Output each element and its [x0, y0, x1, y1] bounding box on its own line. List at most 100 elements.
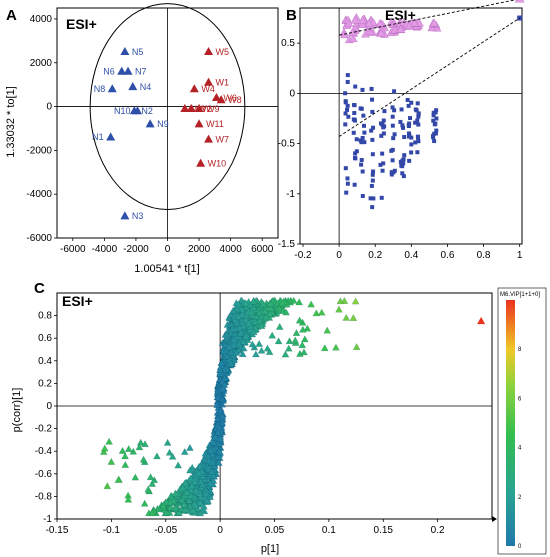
panel-c-point [296, 349, 304, 357]
panel-c-point [252, 350, 260, 358]
panel-c-point [291, 336, 300, 344]
panel-c-point [215, 439, 223, 447]
panel-c-point [140, 499, 149, 507]
panel-a-ylabel: 1.33032 * to[1] [5, 86, 17, 158]
panel-c-point [300, 348, 308, 356]
panel-b-xtick-label: -0.2 [294, 250, 312, 261]
panel-b-q2-point [434, 116, 439, 121]
panel-c-point [203, 496, 211, 504]
panel-b-r2-point [344, 18, 354, 27]
panel-c-ytick-label: -0.4 [35, 446, 53, 457]
panel-a-ytick-label: 4000 [30, 14, 53, 25]
panel-c-point [105, 437, 113, 445]
panel-c-xlabel: p[1] [261, 543, 279, 555]
panel-c-point [165, 448, 174, 456]
panel-a-point [194, 103, 204, 113]
panel-b-q2-point [380, 168, 385, 173]
panel-b-q2-point [361, 123, 366, 128]
panel-b-q2-point [392, 89, 397, 94]
panel-a-xtick-label: 0 [165, 244, 171, 255]
panel-b-q2-point [359, 106, 364, 111]
panel-c-point [204, 465, 213, 473]
panel-a-point [180, 103, 190, 113]
panel-b-r2-point [358, 19, 367, 28]
panel-c-point [148, 479, 157, 487]
panel-b-q2-point [389, 148, 394, 153]
panel-c-outlier-point [477, 316, 486, 325]
panel-c-point [163, 438, 172, 446]
panel-b-q2-point [407, 134, 412, 139]
panel-c-point [255, 339, 263, 347]
panel-a-point-label: W4 [201, 84, 215, 94]
colorbar-tick-label: 0 [518, 544, 522, 550]
panel-c-point [276, 305, 284, 313]
panel-a-ytick-label: 2000 [30, 58, 53, 69]
panel-a-point [128, 81, 138, 91]
panel-b-q2-point [353, 151, 358, 156]
panel-b-q2-point [360, 135, 365, 140]
panel-c-point [206, 446, 215, 454]
panel-b-q2-point [381, 118, 386, 123]
panel-c-point [214, 393, 223, 401]
panel-a-point-label: N7 [135, 67, 147, 77]
panel-c-ytick-label: 0.4 [38, 356, 52, 367]
panel-b-r2-point [429, 18, 439, 27]
panel-b-q2-point [413, 140, 418, 145]
panel-c-point [274, 337, 283, 345]
panel-c-point [298, 341, 307, 349]
panel-c-point [245, 319, 253, 327]
panel-c-point [239, 322, 248, 330]
panel-c-ytick-label: -0.6 [35, 469, 53, 480]
panel-c-point [215, 447, 223, 455]
panel-b-q2-point [390, 114, 395, 119]
panel-c-point [262, 313, 270, 321]
panel-c-point [266, 299, 275, 307]
panel-b-xtick-label: 0.6 [440, 250, 454, 261]
panel-b-q2-point [409, 142, 414, 147]
panel-a-label: A [6, 7, 17, 24]
panel-c-point [218, 385, 227, 393]
panel-c-point [202, 490, 210, 497]
panel-c-point [214, 458, 223, 466]
panel-c-point [181, 506, 189, 513]
panel-a-xlabel: 1.00541 * t[1] [134, 263, 199, 275]
panel-c-point [162, 508, 171, 516]
panel-a-point-label: W7 [216, 134, 230, 144]
panel-b-q2-point [370, 205, 375, 210]
panel-c-esi-label: ESI+ [62, 293, 93, 309]
panel-b-q2-point [352, 155, 357, 160]
panel-c-point [259, 300, 268, 308]
panel-c-point [233, 304, 242, 312]
panel-c-point [238, 350, 247, 358]
panel-c-point [114, 475, 123, 483]
panel-c-point [265, 309, 274, 317]
panel-c-point [190, 477, 199, 485]
panel-c-point [236, 329, 245, 337]
panel-c-point [219, 347, 228, 355]
panel-c-point [99, 447, 108, 455]
panel-a-point [216, 95, 226, 104]
panel-b-q2-point [399, 107, 404, 112]
panel-c-point [261, 307, 269, 315]
panel-c-point [215, 423, 224, 431]
panel-c-point [268, 331, 277, 339]
panel-b-q2-point [351, 130, 356, 135]
panel-b-q2-point [398, 119, 403, 124]
panel-c-point [201, 455, 209, 463]
panel-c-point [229, 341, 238, 349]
panel-c-point [255, 317, 264, 324]
panel-b-q2-point [398, 159, 403, 164]
panel-b-q2-point [345, 73, 350, 78]
panel-b-q2-point [370, 137, 375, 142]
panel-a-point [120, 211, 130, 220]
panel-b-q2-point [392, 168, 397, 173]
panel-a-point-label: W9 [206, 104, 220, 114]
panel-c-point [255, 308, 264, 316]
panel-b-ytick-label: -0.5 [278, 139, 296, 150]
panel-b-q2-point [343, 111, 348, 116]
panel-b-q2-point [392, 132, 397, 137]
panel-c-point [166, 503, 175, 511]
panel-b-q2-point [413, 120, 418, 125]
panel-c-point [198, 480, 207, 488]
panel-b-q2-point [370, 109, 375, 114]
